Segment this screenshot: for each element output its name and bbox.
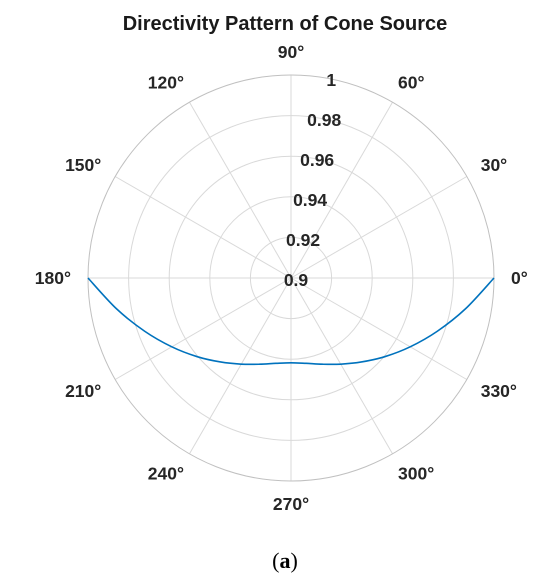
theta-spoke-60 [290,101,393,279]
theta-spoke-330 [290,277,468,380]
r-tick-label-3: 0.96 [300,150,334,170]
r-grid-circle-2 [209,196,373,360]
r-tick-label-1: 0.92 [286,230,320,250]
series-layer [87,277,495,366]
r-tick-label-4: 0.98 [307,110,341,130]
r-tick-label-2: 0.94 [293,190,327,210]
theta-tick-label-150: 150° [65,155,101,175]
theta-spoke-120 [189,101,292,279]
theta-tick-label-240: 240° [148,464,184,484]
r-grid-circle-3 [168,155,414,401]
theta-tick-label-120: 120° [148,72,184,92]
r-grid-circle-1 [249,236,333,320]
caption-close-paren: ) [291,548,298,573]
series-line-0 [87,277,495,366]
theta-spoke-30 [290,176,468,279]
caption-open-paren: ( [272,548,279,573]
caption-label: a [280,548,291,573]
r-tick-label-0: 0.9 [284,270,309,290]
theta-tick-label-0: 0° [511,268,528,288]
theta-tick-label-180: 180° [35,268,71,288]
r-tick-label-5: 1 [326,70,336,90]
theta-tick-label-210: 210° [65,381,101,401]
theta-tick-labels: 0° 30° 60° 90° 120° 150° 180° 210° 240° 270° 300° 3… [35,42,528,514]
theta-tick-label-300: 300° [398,464,434,484]
theta-spoke-210 [114,277,292,380]
theta-spoke-240 [189,277,292,455]
chart-title: Directivity Pattern of Cone Source [123,13,448,35]
r-grid-circle-4 [128,115,454,441]
theta-spoke-150 [114,176,292,279]
theta-tick-label-330: 330° [481,381,517,401]
theta-spoke-300 [290,277,393,455]
theta-tick-label-60: 60° [398,72,424,92]
theta-tick-label-30: 30° [481,155,507,175]
figure-caption: (a) [272,548,298,573]
theta-tick-label-90: 90° [278,42,304,62]
r-tick-labels: 0.9 0.92 0.94 0.96 0.98 1 [284,70,342,290]
theta-tick-label-270: 270° [273,494,309,514]
